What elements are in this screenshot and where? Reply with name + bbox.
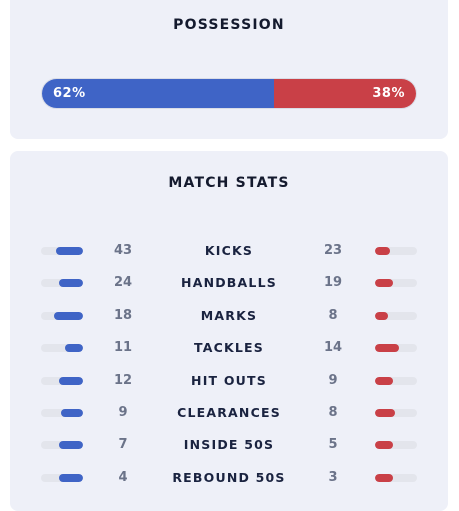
home-stat-value: 18 xyxy=(113,307,133,323)
away-stat-bar xyxy=(375,409,417,417)
stat-label: TACKLES xyxy=(194,340,264,356)
away-stat-bar xyxy=(375,344,417,353)
possession-card: POSSESSION 62% 38% xyxy=(10,0,448,139)
stat-label: HANDBALLS xyxy=(181,275,277,291)
home-stat-fill xyxy=(59,473,83,482)
away-stat-bar xyxy=(375,376,417,385)
stat-label: INSIDE 50S xyxy=(183,437,275,453)
home-stat-fill xyxy=(59,376,83,385)
home-stat-bar xyxy=(41,247,83,255)
away-stat-value: 8 xyxy=(328,405,338,420)
stat-row: 9 CLEARANCES 8 xyxy=(10,403,448,423)
stat-label: REBOUND 50S xyxy=(172,469,286,485)
stat-row: 11 TACKLES 14 xyxy=(10,338,448,358)
away-stat-value: 23 xyxy=(323,243,343,258)
home-stat-bar xyxy=(41,441,83,450)
home-stat-value: 9 xyxy=(118,405,128,420)
stat-label: CLEARANCES xyxy=(177,405,281,420)
home-stat-value: 12 xyxy=(113,372,133,388)
home-stat-bar xyxy=(41,344,83,353)
possession-title: POSSESSION xyxy=(173,17,285,33)
stat-label: MARKS xyxy=(200,307,258,323)
possession-home-segment: 62% xyxy=(42,79,274,108)
home-stat-fill xyxy=(54,311,83,320)
away-stat-bar xyxy=(375,311,417,320)
away-stat-bar xyxy=(375,473,417,482)
away-stat-bar xyxy=(375,441,417,450)
home-stat-value: 43 xyxy=(113,243,133,258)
away-stat-fill xyxy=(375,344,399,353)
home-stat-fill xyxy=(58,441,83,450)
stat-row: 43 KICKS 23 xyxy=(10,241,448,261)
stat-row: 12 HIT OUTS 9 xyxy=(10,371,448,391)
away-stat-fill xyxy=(375,279,394,288)
stat-row: 18 MARKS 8 xyxy=(10,306,448,326)
stat-row: 7 INSIDE 50S 5 xyxy=(10,435,448,455)
stat-row: 4 REBOUND 50S 3 xyxy=(10,468,448,488)
home-stat-value: 4 xyxy=(118,469,128,485)
home-stat-value: 11 xyxy=(113,340,133,356)
away-stat-value: 5 xyxy=(328,437,338,453)
home-stat-bar xyxy=(41,311,83,320)
match-stats-title: MATCH STATS xyxy=(168,175,290,191)
home-stat-fill xyxy=(55,247,83,255)
home-stat-value: 7 xyxy=(118,437,128,453)
away-stat-value: 14 xyxy=(323,340,343,356)
possession-away-segment: 38% xyxy=(273,79,416,108)
away-stat-fill xyxy=(375,311,389,320)
away-stat-bar xyxy=(375,247,417,255)
away-stat-value: 3 xyxy=(328,469,338,485)
possession-away-value: 38% xyxy=(372,86,405,101)
stat-row: 24 HANDBALLS 19 xyxy=(10,273,448,293)
away-stat-fill xyxy=(375,441,393,450)
home-stat-fill xyxy=(59,279,83,288)
away-stat-fill xyxy=(375,376,394,385)
stat-label: HIT OUTS xyxy=(191,372,267,388)
away-stat-value: 8 xyxy=(328,307,338,323)
home-stat-fill xyxy=(64,344,83,353)
possession-bar: 62% 38% xyxy=(41,78,417,109)
stat-label: KICKS xyxy=(204,243,254,258)
home-stat-fill xyxy=(60,409,83,417)
away-stat-bar xyxy=(375,279,417,288)
away-stat-fill xyxy=(375,247,390,255)
possession-home-value: 62% xyxy=(53,86,86,101)
away-stat-value: 9 xyxy=(328,372,338,388)
match-stats-card: MATCH STATS 43 KICKS 23 24 HANDBALLS 19 … xyxy=(10,151,448,511)
home-stat-bar xyxy=(41,376,83,385)
home-stat-value: 24 xyxy=(113,275,133,291)
home-stat-bar xyxy=(41,279,83,288)
away-stat-value: 19 xyxy=(323,275,343,291)
away-stat-fill xyxy=(375,409,395,417)
home-stat-bar xyxy=(41,473,83,482)
away-stat-fill xyxy=(375,473,394,482)
home-stat-bar xyxy=(41,409,83,417)
